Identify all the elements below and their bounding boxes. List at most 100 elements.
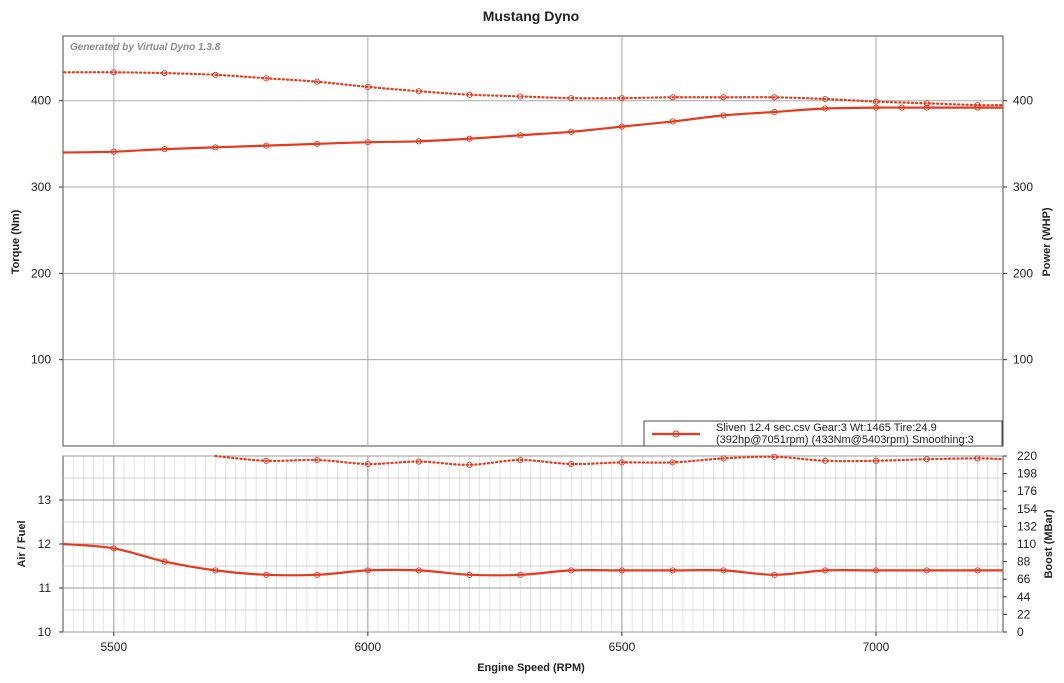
series-point-dotted	[161, 70, 168, 77]
air-fuel-axis-label: Air / Fuel	[16, 520, 28, 567]
series-point-dotted	[720, 455, 727, 462]
y-tick-label: 11	[39, 581, 52, 595]
series-point-solid	[415, 138, 422, 145]
series-point-dotted	[618, 95, 625, 102]
series-point-solid	[669, 567, 676, 574]
legend-box	[643, 420, 1003, 447]
series-point-dotted	[771, 453, 778, 460]
series-point-solid	[669, 118, 676, 125]
boost-y-ticks: 0 22 44 66 88 110 132 154 176 198 220	[1003, 449, 1037, 639]
series-point-dotted	[872, 457, 880, 464]
series-point-dotted	[923, 456, 930, 463]
series-point-dotted	[110, 69, 117, 76]
series-point-solid	[923, 104, 930, 111]
legend-line-2: (392hp@7051rpm) (433Nm@5403rpm) Smoothin…	[716, 434, 974, 446]
series-point-solid	[974, 104, 981, 111]
series-point-solid	[517, 571, 524, 578]
series-point-solid	[568, 128, 575, 135]
y2-tick-label: 154	[1017, 502, 1037, 516]
torque-power-plot-area	[62, 35, 1004, 447]
series-point-dotted	[466, 91, 473, 98]
x-tick-label: 7000	[863, 640, 890, 654]
series-point-solid	[720, 567, 727, 574]
series-point-solid	[212, 567, 219, 574]
series-point-solid	[618, 123, 625, 130]
series-point-solid	[771, 108, 778, 116]
x-tick-label: 6500	[609, 640, 636, 654]
series-point-dotted	[872, 98, 880, 105]
series-point-dotted	[263, 457, 270, 464]
y2-tick-label: 44	[1017, 590, 1031, 604]
y-tick-label: 10	[38, 625, 52, 639]
series-line-solid	[62, 106, 1003, 154]
series-point-solid	[568, 567, 575, 574]
series-point-dotted	[568, 460, 575, 468]
series-point-solid	[466, 571, 473, 578]
series-point-dotted	[720, 94, 727, 101]
y2-tick-label: 22	[1017, 607, 1031, 621]
series-line-dotted	[63, 71, 1005, 107]
y2-tick-label: 132	[1017, 519, 1037, 533]
series-point-solid	[822, 105, 829, 112]
series-point-dotted	[923, 100, 930, 107]
series-point-dotted	[669, 94, 676, 101]
x-tick-label: 5500	[100, 640, 127, 654]
afr-y-ticks: 10 11 12 13	[38, 493, 63, 639]
series-point-solid	[720, 112, 727, 119]
series-point-solid	[822, 567, 829, 574]
series-point-solid	[466, 135, 473, 142]
power-y-ticks: 100 200 300 400	[1003, 94, 1033, 367]
series-point-solid	[898, 104, 905, 111]
torque-axis-label: Torque (Nm)	[10, 209, 22, 274]
series-point-dotted	[822, 95, 829, 103]
series-point-solid	[110, 148, 117, 155]
series-point-solid	[364, 567, 371, 574]
series-point-dotted	[974, 102, 981, 109]
series-point-dotted	[212, 71, 219, 78]
series-point-dotted	[466, 461, 473, 468]
y2-tick-label: 176	[1017, 484, 1037, 498]
series-point-dotted	[568, 95, 575, 102]
series-point-solid	[314, 571, 321, 578]
chart-title: Mustang Dyno	[483, 8, 579, 24]
series-point-solid	[974, 567, 981, 574]
y2-tick-label: 220	[1017, 449, 1037, 463]
torque-y-ticks: 100 200 300 400	[31, 94, 63, 367]
afr-boost-grid	[63, 455, 1003, 633]
y-tick-label: 12	[38, 537, 52, 551]
y-tick-label: 300	[31, 180, 51, 194]
y-tick-label: 400	[31, 94, 51, 108]
series-point-dotted	[314, 456, 321, 464]
series-point-solid	[618, 567, 625, 574]
y2-tick-label: 400	[1013, 94, 1033, 108]
series-point-solid	[263, 571, 270, 578]
legend-line-1: Sliven 12.4 sec.csv Gear:3 Wt:1465 Tire:…	[716, 422, 937, 434]
series-point-solid	[771, 571, 778, 578]
series-point-dotted	[771, 94, 778, 101]
watermark-text: Generated by Virtual Dyno 1.3.8	[70, 42, 221, 53]
series-point-dotted	[415, 458, 422, 465]
legend: Sliven 12.4 sec.csv Gear:3 Wt:1465 Tire:…	[643, 420, 1003, 447]
series-point-dotted	[415, 88, 422, 95]
series-point-dotted	[364, 460, 371, 468]
x-tick-label: 6000	[355, 640, 382, 654]
series-point-solid	[923, 567, 930, 574]
y2-tick-label: 88	[1017, 555, 1031, 569]
y2-tick-label: 198	[1017, 467, 1037, 481]
y2-tick-label: 110	[1017, 537, 1036, 551]
torque-power-grid	[63, 36, 1003, 446]
afr-boost-series	[62, 453, 1005, 578]
series-line-dotted	[214, 454, 1005, 466]
series-point-dotted	[517, 93, 524, 100]
boost-axis-label: Boost (MBar)	[1043, 509, 1055, 578]
series-point-solid	[364, 139, 371, 146]
series-point-solid	[415, 567, 422, 574]
series-point-solid	[161, 558, 168, 565]
series-point-solid	[212, 144, 219, 151]
y2-tick-label: 100	[1013, 353, 1033, 367]
series-point-dotted	[263, 75, 270, 82]
series-point-dotted	[618, 459, 625, 466]
y-tick-label: 200	[31, 266, 51, 280]
torque-power-series	[62, 69, 1005, 155]
